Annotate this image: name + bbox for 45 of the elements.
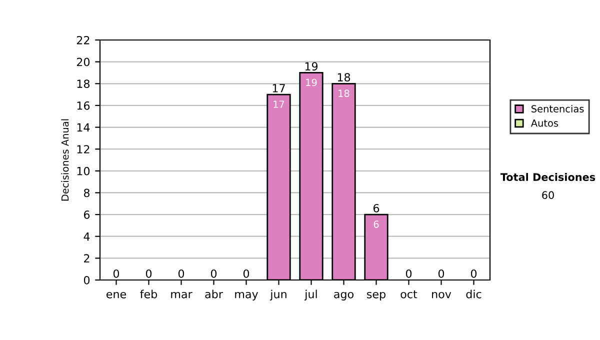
y-tick-label: 20 — [76, 58, 90, 66]
legend-label: Autos — [530, 120, 558, 127]
x-tick-label: nov — [432, 292, 452, 298]
total-label: 0 — [113, 269, 120, 278]
total-label: 0 — [146, 269, 152, 278]
total-label: 18 — [338, 73, 350, 82]
total-label: 0 — [178, 269, 184, 278]
data-label: 17 — [274, 100, 284, 108]
x-tick-label: feb — [140, 290, 158, 298]
y-tick-label: 22 — [76, 36, 90, 44]
y-tick-label: 12 — [77, 145, 90, 154]
x-tick-label: abr — [205, 290, 223, 298]
y-axis-title: Decisiones Anual — [61, 119, 69, 201]
x-tick-label: ene — [106, 292, 126, 298]
data-label: 6 — [374, 220, 379, 228]
x-tick-label: sep — [367, 292, 386, 300]
data-label: 19 — [306, 78, 317, 86]
total-label: 0 — [470, 269, 477, 278]
total-label: 0 — [406, 269, 412, 278]
x-tick-label: oct — [400, 290, 418, 298]
total-label: 0 — [210, 269, 217, 278]
x-tick-label: mar — [171, 292, 192, 298]
y-tick-label: 0 — [84, 276, 90, 284]
y-tick-label: 10 — [77, 166, 90, 176]
y-tick-label: 4 — [84, 232, 90, 241]
y-tick-label: 16 — [77, 101, 90, 110]
total-label: 6 — [373, 204, 380, 212]
y-tick-label: 14 — [77, 123, 90, 132]
data-label: 18 — [338, 90, 350, 98]
text: Total Decisiones — [500, 172, 596, 182]
total-label: 0 — [438, 269, 444, 278]
text: 60 — [542, 191, 554, 200]
x-tick-label: jul — [304, 290, 317, 300]
total-label: 0 — [243, 269, 250, 278]
x-tick-label: may — [235, 292, 258, 300]
x-tick-label: jun — [270, 290, 286, 300]
y-tick-label: 2 — [84, 254, 90, 262]
x-tick-label: ago — [334, 292, 354, 300]
x-tick-label: dic — [466, 290, 482, 298]
y-tick-label: 8 — [84, 188, 90, 198]
total-label: 19 — [305, 62, 318, 71]
legend-label: Sentencias — [532, 104, 584, 112]
y-tick-label: 18 — [77, 80, 90, 88]
total-label: 17 — [272, 84, 285, 92]
y-tick-label: 6 — [84, 210, 90, 219]
